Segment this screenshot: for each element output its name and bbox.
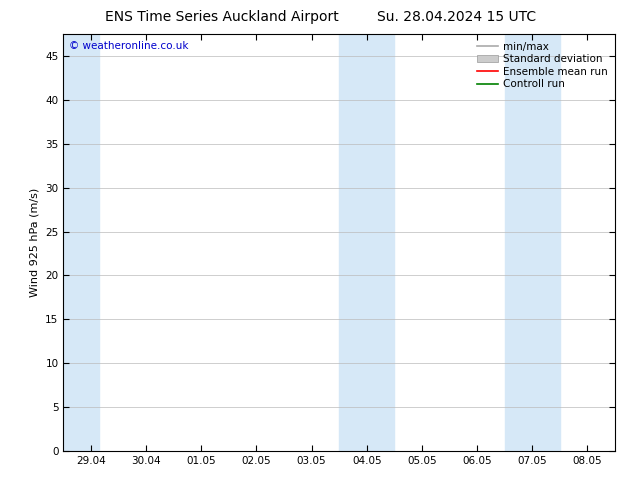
Text: Su. 28.04.2024 15 UTC: Su. 28.04.2024 15 UTC <box>377 10 536 24</box>
Bar <box>339 34 394 451</box>
Text: © weatheronline.co.uk: © weatheronline.co.uk <box>69 41 188 50</box>
Legend: min/max, Standard deviation, Ensemble mean run, Controll run: min/max, Standard deviation, Ensemble me… <box>473 37 612 94</box>
Bar <box>505 34 560 451</box>
Y-axis label: Wind 925 hPa (m/s): Wind 925 hPa (m/s) <box>30 188 40 297</box>
Bar <box>63 34 100 451</box>
Text: ENS Time Series Auckland Airport: ENS Time Series Auckland Airport <box>105 10 339 24</box>
